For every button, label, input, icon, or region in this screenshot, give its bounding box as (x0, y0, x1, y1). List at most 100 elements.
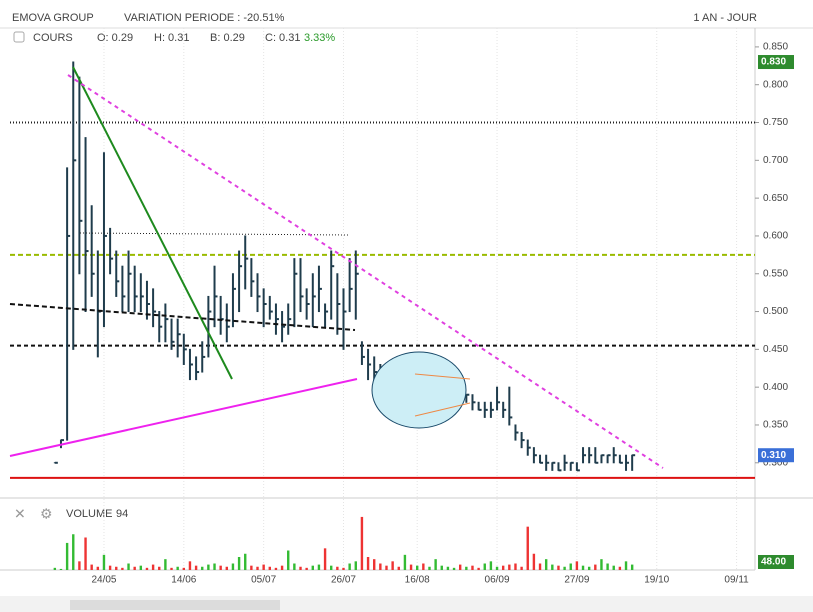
period[interactable]: 1 AN - JOUR (693, 12, 757, 24)
settings-icon[interactable]: ⚙ (40, 506, 53, 522)
volume-bar (115, 566, 118, 570)
volume-bar (78, 561, 81, 570)
x-tick-label: 09/11 (724, 575, 749, 586)
y-tick-label: 0.300 (763, 457, 788, 468)
volume-bar (409, 564, 413, 570)
volume-bar (59, 568, 63, 570)
x-tick-label: 06/09 (485, 575, 510, 586)
volume-bar (416, 565, 419, 570)
volume-bar (532, 553, 536, 570)
variation: VARIATION PERIODE : -20.51% (124, 12, 285, 24)
trend-line (67, 74, 664, 469)
volume-bar (65, 542, 69, 570)
volume-bar (618, 566, 622, 570)
volume-bar (213, 563, 216, 570)
volume-bar (158, 566, 161, 570)
volume-bar (581, 565, 585, 570)
y-tick-label: 0.550 (763, 268, 788, 279)
volume-bar (219, 565, 222, 570)
legend-label: COURS (33, 32, 73, 44)
volume-bar (624, 561, 628, 570)
volume-bar (262, 564, 265, 570)
y-tick-label: 0.650 (763, 193, 788, 204)
volume-bar (342, 567, 345, 570)
volume-bar (188, 561, 192, 570)
volume-bar (256, 566, 259, 570)
volume-bar (428, 566, 431, 570)
y-tick-label: 0.500 (763, 306, 788, 317)
volume-bar (176, 566, 179, 570)
x-tick-label: 14/06 (171, 575, 196, 586)
volume-bar (336, 566, 339, 570)
volume-bar (446, 566, 450, 570)
volume-bar (575, 561, 579, 570)
volume-bar (508, 564, 511, 570)
scroll-thumb[interactable] (70, 600, 280, 610)
stock-name: EMOVA GROUP (12, 12, 94, 24)
volume-bar (207, 564, 210, 570)
volume-bar (458, 564, 462, 570)
volume-bar (526, 526, 529, 570)
volume-bar (385, 565, 388, 570)
volume-bar (317, 564, 321, 570)
volume-bar (145, 567, 149, 570)
y-tick-label: 0.750 (763, 117, 788, 128)
volume-bar (127, 563, 130, 570)
x-tick-label: 24/05 (91, 575, 116, 586)
price-marker-box (758, 55, 794, 70)
trend-line (9, 303, 356, 331)
volume-bar (293, 563, 296, 570)
trend-line (72, 66, 233, 380)
volume-bar (323, 548, 327, 570)
volume-label: VOLUME (66, 508, 112, 520)
volume-bar (299, 566, 302, 570)
price-marker-box (758, 448, 794, 463)
volume-bar (514, 563, 517, 570)
volume-bar (569, 563, 572, 570)
volume-bar (268, 566, 271, 570)
volume-bar (600, 559, 603, 570)
volume-bar (397, 566, 400, 570)
volume-bar (108, 565, 112, 570)
volume-marker-box (758, 555, 794, 569)
volume-bar (151, 564, 155, 570)
volume-bar (366, 557, 370, 570)
volume-bar (305, 567, 308, 570)
volume-bar (250, 565, 253, 570)
volume-bar (551, 564, 554, 570)
volume-bar (557, 565, 560, 570)
volume-bar (170, 567, 173, 570)
trend-line (414, 373, 471, 380)
volume-bar (434, 559, 437, 570)
y-tick-label: 0.700 (763, 155, 788, 166)
volume-bar (483, 563, 486, 570)
legend-high: H: 0.31 (154, 32, 189, 44)
close-icon[interactable]: ✕ (14, 506, 26, 522)
volume-bar (630, 564, 634, 570)
volume-bar (182, 567, 186, 570)
volume-bar (563, 566, 566, 570)
legend-close: C: 0.31 (265, 32, 300, 44)
x-tick-label: 26/07 (331, 575, 356, 586)
volume-bar (311, 565, 314, 570)
x-tick-label: 27/09 (564, 575, 589, 586)
volume-bar (274, 567, 278, 570)
highlight-ellipse (371, 351, 467, 429)
y-tick-label: 0.350 (763, 420, 788, 431)
volume-marker: 48.00 (761, 557, 786, 568)
price-marker: 0.310 (761, 450, 786, 461)
x-tick-label: 19/10 (644, 575, 669, 586)
volume-bar (139, 565, 143, 570)
volume-bar (422, 563, 425, 570)
legend-low: B: 0.29 (210, 32, 245, 44)
volume-bar (72, 534, 75, 570)
volume-bar (489, 561, 493, 570)
settings-icon[interactable] (13, 31, 25, 43)
volume-bar (471, 565, 474, 570)
volume-bar (121, 567, 124, 570)
trend-line (414, 402, 471, 417)
volume-count: 94 (116, 508, 128, 520)
volume-bar (348, 563, 351, 570)
volume-bar (237, 557, 241, 570)
